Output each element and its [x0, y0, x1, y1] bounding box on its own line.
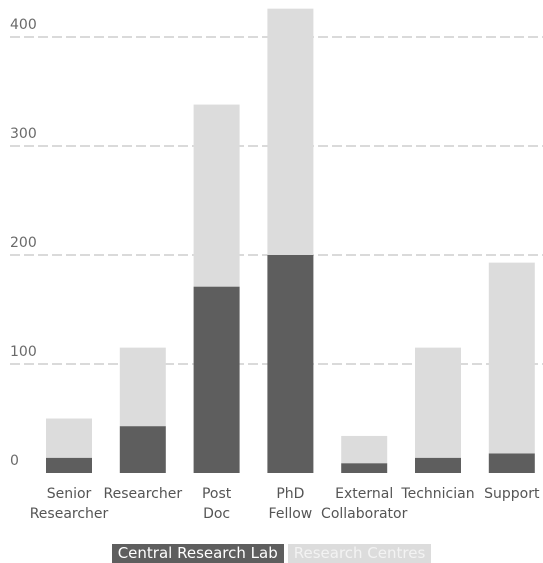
bar-central-research-lab-5	[415, 457, 461, 473]
bar-central-research-lab-1	[119, 426, 166, 473]
x-category-label: Researcher	[104, 486, 183, 502]
bar-research-centres-3	[267, 8, 314, 255]
x-category-label: Technician	[400, 486, 474, 502]
bar-research-centres-0	[46, 418, 92, 458]
legend-item-central-research-lab[interactable]: Central Research Lab	[111, 544, 284, 563]
bar-research-centres-2	[193, 104, 240, 287]
legend: Central Research Lab Research Centres	[0, 544, 543, 563]
bar-central-research-lab-4	[341, 463, 388, 473]
y-tick-label-100: 100	[10, 344, 37, 360]
bar-central-research-lab-3	[267, 255, 314, 473]
bar-research-centres-6	[488, 262, 535, 454]
bar-research-centres-4	[341, 435, 388, 464]
bar-research-centres-1	[119, 347, 166, 427]
x-category-label: Senior Researcher	[30, 486, 109, 522]
bar-central-research-lab-6	[488, 453, 535, 473]
x-category-label: Post Doc	[202, 486, 232, 522]
bar-central-research-lab-2	[193, 286, 240, 473]
bar-central-research-lab-0	[46, 457, 92, 473]
x-category-label: PhD Fellow	[269, 486, 313, 522]
bar-research-centres-5	[415, 347, 461, 458]
y-tick-label-0: 0	[10, 453, 19, 469]
y-tick-label-400: 400	[10, 17, 37, 33]
x-category-label: Support	[484, 486, 540, 502]
x-category-label: External Collaborator	[321, 486, 408, 522]
y-tick-label-200: 200	[10, 235, 37, 251]
legend-item-research-centres[interactable]: Research Centres	[287, 544, 432, 563]
y-tick-label-300: 300	[10, 126, 37, 142]
